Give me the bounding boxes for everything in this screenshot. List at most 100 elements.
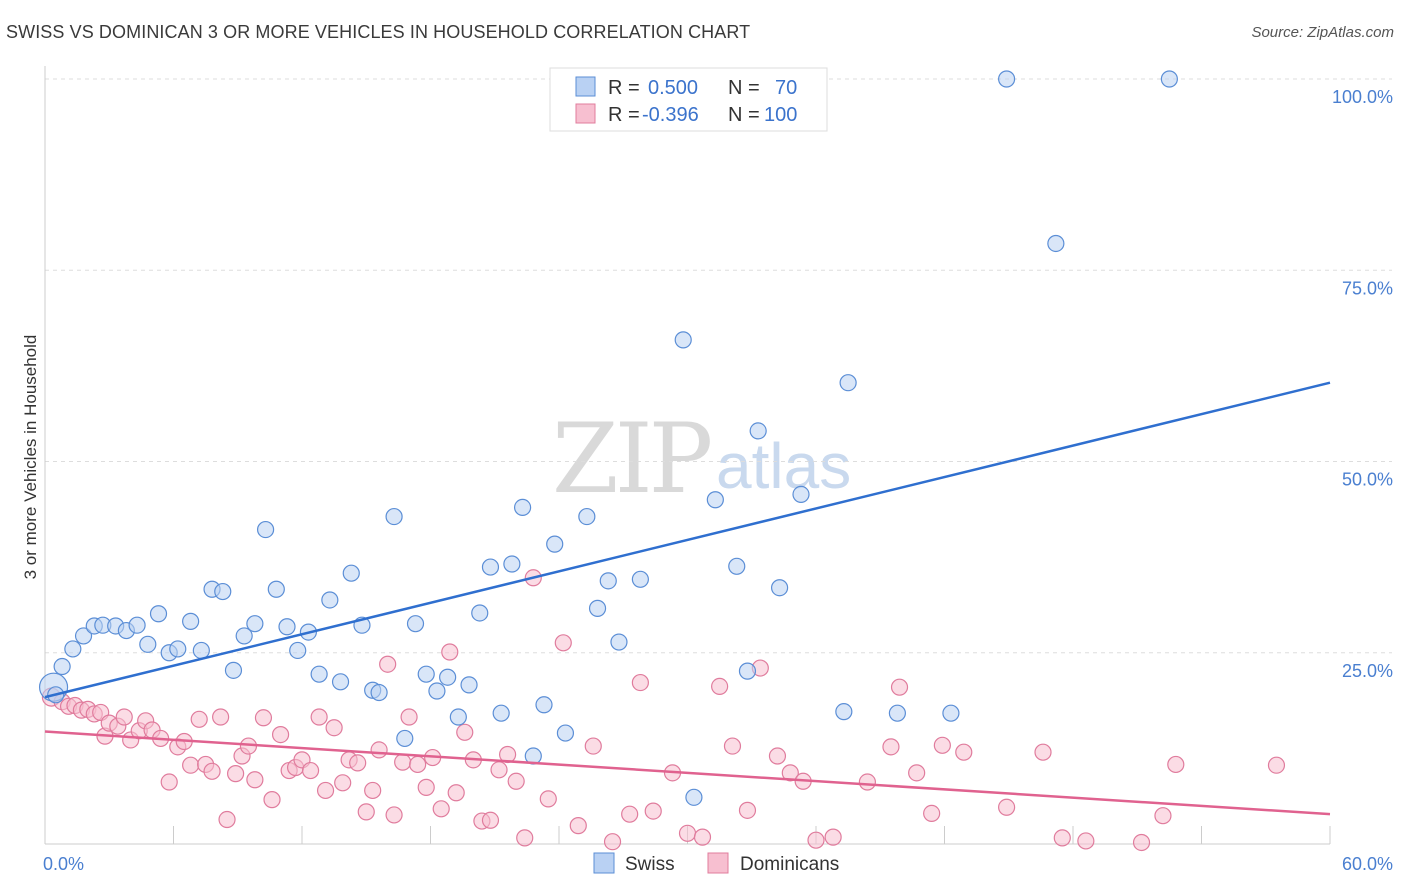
dominicans-point-21 [190, 710, 208, 728]
bottom-legend-swatch-swiss [593, 852, 615, 874]
dominicans-point-88 [908, 764, 926, 782]
gridlines [45, 78, 1392, 654]
dominicans-point-99 [1267, 756, 1286, 774]
swiss-point-13 [169, 640, 187, 658]
dominicans-point-68 [584, 737, 602, 755]
dominicans-point-89 [923, 804, 941, 823]
swiss-point-64 [835, 703, 853, 721]
swiss-point-69 [1160, 70, 1178, 88]
dominicans-point-71 [631, 673, 649, 692]
axes [44, 66, 1331, 845]
swiss-point-66 [942, 704, 960, 722]
swiss-point-56 [685, 788, 703, 806]
stats-legend: R = 0.500 N = 70 R = -0.396 N = 100 [549, 67, 828, 132]
dominicans-point-98 [1167, 755, 1185, 774]
dominicans-point-45 [370, 741, 388, 759]
swiss-point-23 [278, 618, 296, 636]
swiss-point-3 [64, 640, 82, 658]
legend-swiss-r-label: R = [608, 77, 640, 99]
swiss-point-9 [128, 616, 146, 634]
dominicans-point-80 [768, 747, 787, 765]
x-tick-label-1: 60.0% [1342, 854, 1393, 874]
dominicans-point-78 [738, 801, 757, 819]
dominicans-point-38 [316, 781, 335, 800]
y-tick-label-3: 100.0% [1332, 87, 1393, 107]
dominicans-point-92 [998, 798, 1016, 816]
dominicans-point-36 [301, 761, 320, 780]
dominicans-point-90 [933, 736, 951, 754]
bottom-legend-swatch-dominicans [707, 852, 729, 874]
legend-dom-r-value: -0.396 [642, 104, 699, 126]
dominicans-point-42 [349, 754, 367, 772]
dominicans-trend-line [44, 730, 1331, 816]
swiss-point-40 [460, 676, 478, 694]
dominicans-point-94 [1053, 829, 1071, 847]
swiss-point-61 [770, 579, 789, 597]
dominicans-point-87 [890, 678, 909, 696]
swiss-point-36 [417, 665, 435, 683]
swiss-point-58 [728, 557, 746, 575]
dominicans-point-97 [1154, 807, 1172, 825]
swiss-point-32 [370, 683, 388, 702]
dominicans-point-81 [781, 764, 799, 782]
dominicans-point-32 [271, 726, 290, 744]
dominicans-point-76 [711, 677, 729, 696]
bottom-legend-dominicans-label: Dominicans [740, 854, 839, 875]
swiss-points [38, 70, 1178, 806]
swiss-point-20 [246, 615, 264, 633]
watermark-atlas: atlas [716, 430, 851, 502]
swiss-point-60 [749, 422, 767, 440]
x-tick-labels: 0.0% 60.0% [43, 854, 1393, 874]
dominicans-point-51 [417, 778, 435, 796]
watermark-zip: ZIP [552, 403, 711, 515]
dominicans-point-62 [507, 772, 525, 790]
legend-dom-n-label: N = [728, 104, 760, 126]
legend-swatch-swiss [575, 76, 596, 97]
legend-dom-n-value: 100 [764, 104, 797, 126]
swiss-point-10 [139, 635, 157, 653]
dominicans-point-40 [334, 774, 352, 792]
dominicans-point-77 [723, 737, 742, 755]
dominicans-point-23 [203, 762, 221, 780]
swiss-point-21 [256, 520, 275, 539]
dominicans-point-25 [218, 810, 236, 829]
swiss-point-28 [331, 673, 350, 691]
swiss-point-44 [503, 555, 521, 573]
swiss-point-42 [481, 558, 500, 576]
swiss-point-48 [546, 535, 564, 553]
dominicans-point-44 [364, 781, 382, 800]
dominicans-point-55 [447, 784, 465, 802]
swiss-point-67 [998, 70, 1016, 88]
dominicans-point-50 [409, 755, 427, 774]
dominicans-point-17 [160, 773, 178, 791]
legend-swatch-dominicans [575, 103, 596, 124]
dominicans-point-66 [554, 634, 572, 652]
swiss-point-57 [706, 491, 724, 509]
dominicans-point-48 [394, 753, 412, 771]
swiss-point-50 [578, 507, 596, 526]
swiss-point-41 [471, 604, 489, 622]
source-label: Source: ZipAtlas.com [1251, 24, 1394, 41]
y-axis-label: 3 or more Vehicles in Household [21, 335, 40, 580]
y-tick-label-2: 75.0% [1342, 278, 1393, 298]
swiss-point-2 [53, 657, 71, 676]
dominicans-point-59 [481, 811, 500, 829]
dominicans-point-91 [955, 743, 973, 761]
dominicans-point-70 [621, 805, 639, 823]
legend-swiss-n-label: N = [728, 77, 760, 99]
swiss-point-55 [674, 331, 692, 349]
x-tick-label-0: 0.0% [43, 854, 84, 874]
dominicans-point-60 [490, 761, 508, 779]
swiss-point-18 [224, 661, 243, 679]
dominicans-point-31 [263, 791, 281, 809]
swiss-point-47 [535, 696, 553, 714]
dominicans-point-86 [882, 738, 900, 756]
dominicans-point-69 [603, 833, 622, 851]
chart-title: SWISS VS DOMINICAN 3 OR MORE VEHICLES IN… [6, 22, 751, 42]
swiss-point-33 [385, 507, 403, 526]
y-tick-label-0: 25.0% [1342, 661, 1393, 681]
dominicans-point-75 [693, 828, 712, 846]
dominicans-point-29 [246, 771, 264, 789]
swiss-point-62 [792, 485, 810, 503]
legend-dom-r-label: R = [608, 104, 640, 126]
